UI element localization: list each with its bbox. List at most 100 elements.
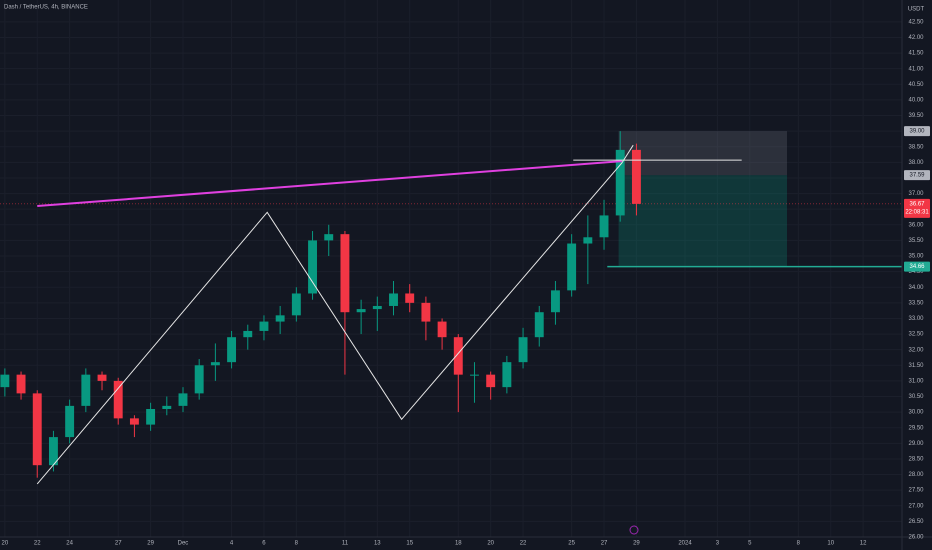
x-tick-label: 12 bbox=[860, 541, 867, 547]
candle-body bbox=[227, 337, 237, 363]
last-price-bg bbox=[904, 198, 930, 218]
last-price-label: 36.67 bbox=[909, 201, 925, 207]
y-tick-label: 34.50 bbox=[908, 269, 924, 275]
y-tick-label: 35.50 bbox=[908, 238, 924, 244]
candle-body bbox=[470, 374, 479, 376]
y-tick-label: 32.50 bbox=[908, 332, 924, 338]
x-tick-label: Dec bbox=[178, 541, 189, 547]
candle-body bbox=[32, 393, 42, 466]
target-label-bg bbox=[904, 261, 930, 272]
candle-body bbox=[16, 374, 26, 394]
x-tick-label: 13 bbox=[374, 541, 381, 547]
y-tick-label: 32.00 bbox=[908, 347, 924, 353]
candle-body bbox=[81, 374, 91, 406]
candle-body bbox=[146, 408, 156, 425]
y-tick-label: 26.00 bbox=[908, 535, 924, 541]
plot bbox=[0, 131, 902, 485]
x-tick-label: 20 bbox=[2, 541, 9, 547]
countdown: 22:08:31 bbox=[905, 209, 929, 215]
symbol-title: Dash / TetherUS, 4h, BINANCE bbox=[4, 5, 88, 11]
event-icon[interactable] bbox=[629, 525, 639, 535]
currency: USDT bbox=[908, 7, 925, 13]
y-tick-label: 37.00 bbox=[908, 191, 924, 197]
x-tick-label: 20 bbox=[487, 541, 494, 547]
x-tick-label: 29 bbox=[633, 541, 640, 547]
y-tick-label: 41.00 bbox=[908, 66, 924, 72]
axes: 26.00 26.50 27.00 27.50 28.00 28.50 29.00 29.50… bbox=[2, 19, 930, 547]
x-tick-label: 11 bbox=[342, 541, 349, 547]
candle-body bbox=[48, 437, 58, 466]
candle-body bbox=[291, 293, 301, 316]
y-tick-label: 41.50 bbox=[908, 51, 924, 57]
x-tick-label: 22 bbox=[520, 541, 527, 547]
target-zone bbox=[618, 175, 788, 267]
y-tick-label: 28.50 bbox=[908, 457, 924, 463]
x-tick-label: 18 bbox=[455, 541, 462, 547]
x-tick-label: 3 bbox=[716, 541, 720, 547]
y-tick-label: 38.50 bbox=[908, 144, 924, 150]
candle-body bbox=[518, 337, 528, 363]
y-tick-label: 28.00 bbox=[908, 472, 924, 478]
x-tick-label: 27 bbox=[115, 541, 122, 547]
grid bbox=[0, 0, 902, 537]
entry-label-bg bbox=[904, 170, 930, 181]
x-tick-label: 2024 bbox=[678, 541, 692, 547]
trendline bbox=[37, 160, 622, 208]
candle-body bbox=[453, 337, 463, 375]
x-tick-label: 10 bbox=[827, 541, 834, 547]
x-tick-label: 27 bbox=[601, 541, 608, 547]
candle-body bbox=[550, 290, 560, 313]
candle-body bbox=[631, 149, 641, 204]
y-tick-label: 36.00 bbox=[908, 222, 924, 228]
x-tick-label: 4 bbox=[230, 541, 234, 547]
candle-body bbox=[405, 293, 415, 303]
y-tick-label: 40.50 bbox=[908, 82, 924, 88]
candle-body bbox=[324, 234, 334, 241]
y-tick-label: 34.00 bbox=[908, 285, 924, 291]
x-tick-label: 6 bbox=[262, 541, 266, 547]
candle-body bbox=[356, 309, 366, 313]
zigzag bbox=[36, 144, 634, 485]
y-tick-label: 29.50 bbox=[908, 425, 924, 431]
stop-label-bg bbox=[904, 126, 930, 137]
candle-body bbox=[308, 240, 317, 294]
candle-body bbox=[259, 321, 269, 331]
x-tick-label: 8 bbox=[295, 541, 299, 547]
target-label: 34.66 bbox=[909, 264, 925, 270]
x-tick-label: 29 bbox=[147, 541, 154, 547]
candle-body bbox=[243, 330, 253, 338]
candle-body bbox=[615, 149, 625, 216]
y-tick-label: 26.50 bbox=[908, 519, 924, 525]
candle-body bbox=[113, 380, 123, 419]
candle-body bbox=[194, 365, 204, 394]
x-tick-label: 15 bbox=[406, 541, 413, 547]
candle-body bbox=[275, 315, 285, 322]
candle-body bbox=[599, 215, 609, 238]
y-tick-label: 33.50 bbox=[908, 300, 924, 306]
y-tick-label: 27.00 bbox=[908, 503, 924, 509]
candle-body bbox=[0, 374, 10, 388]
y-tick-label: 42.50 bbox=[908, 19, 924, 25]
candle-body bbox=[583, 237, 593, 244]
stop-label: 39.00 bbox=[909, 129, 925, 135]
y-tick-label: 38.00 bbox=[908, 160, 924, 166]
candle-body bbox=[567, 243, 577, 291]
candle-body bbox=[486, 374, 496, 388]
candle-body bbox=[534, 312, 544, 338]
y-tick-label: 31.00 bbox=[908, 378, 924, 384]
y-tick-label: 33.00 bbox=[908, 316, 924, 322]
stop-zone bbox=[618, 131, 788, 176]
y-tick-label: 30.50 bbox=[908, 394, 924, 400]
candle-body bbox=[97, 374, 107, 381]
y-tick-label: 29.00 bbox=[908, 441, 924, 447]
y-tick-label: 40.00 bbox=[908, 97, 924, 103]
candle-body bbox=[65, 405, 75, 438]
candle-body bbox=[502, 362, 512, 388]
candle-body bbox=[372, 305, 382, 310]
candle-body bbox=[340, 234, 350, 313]
candle-body bbox=[421, 302, 431, 322]
x-tick-label: 5 bbox=[748, 541, 752, 547]
y-tick-label: 42.00 bbox=[908, 35, 924, 41]
y-tick-label: 35.00 bbox=[908, 254, 924, 260]
